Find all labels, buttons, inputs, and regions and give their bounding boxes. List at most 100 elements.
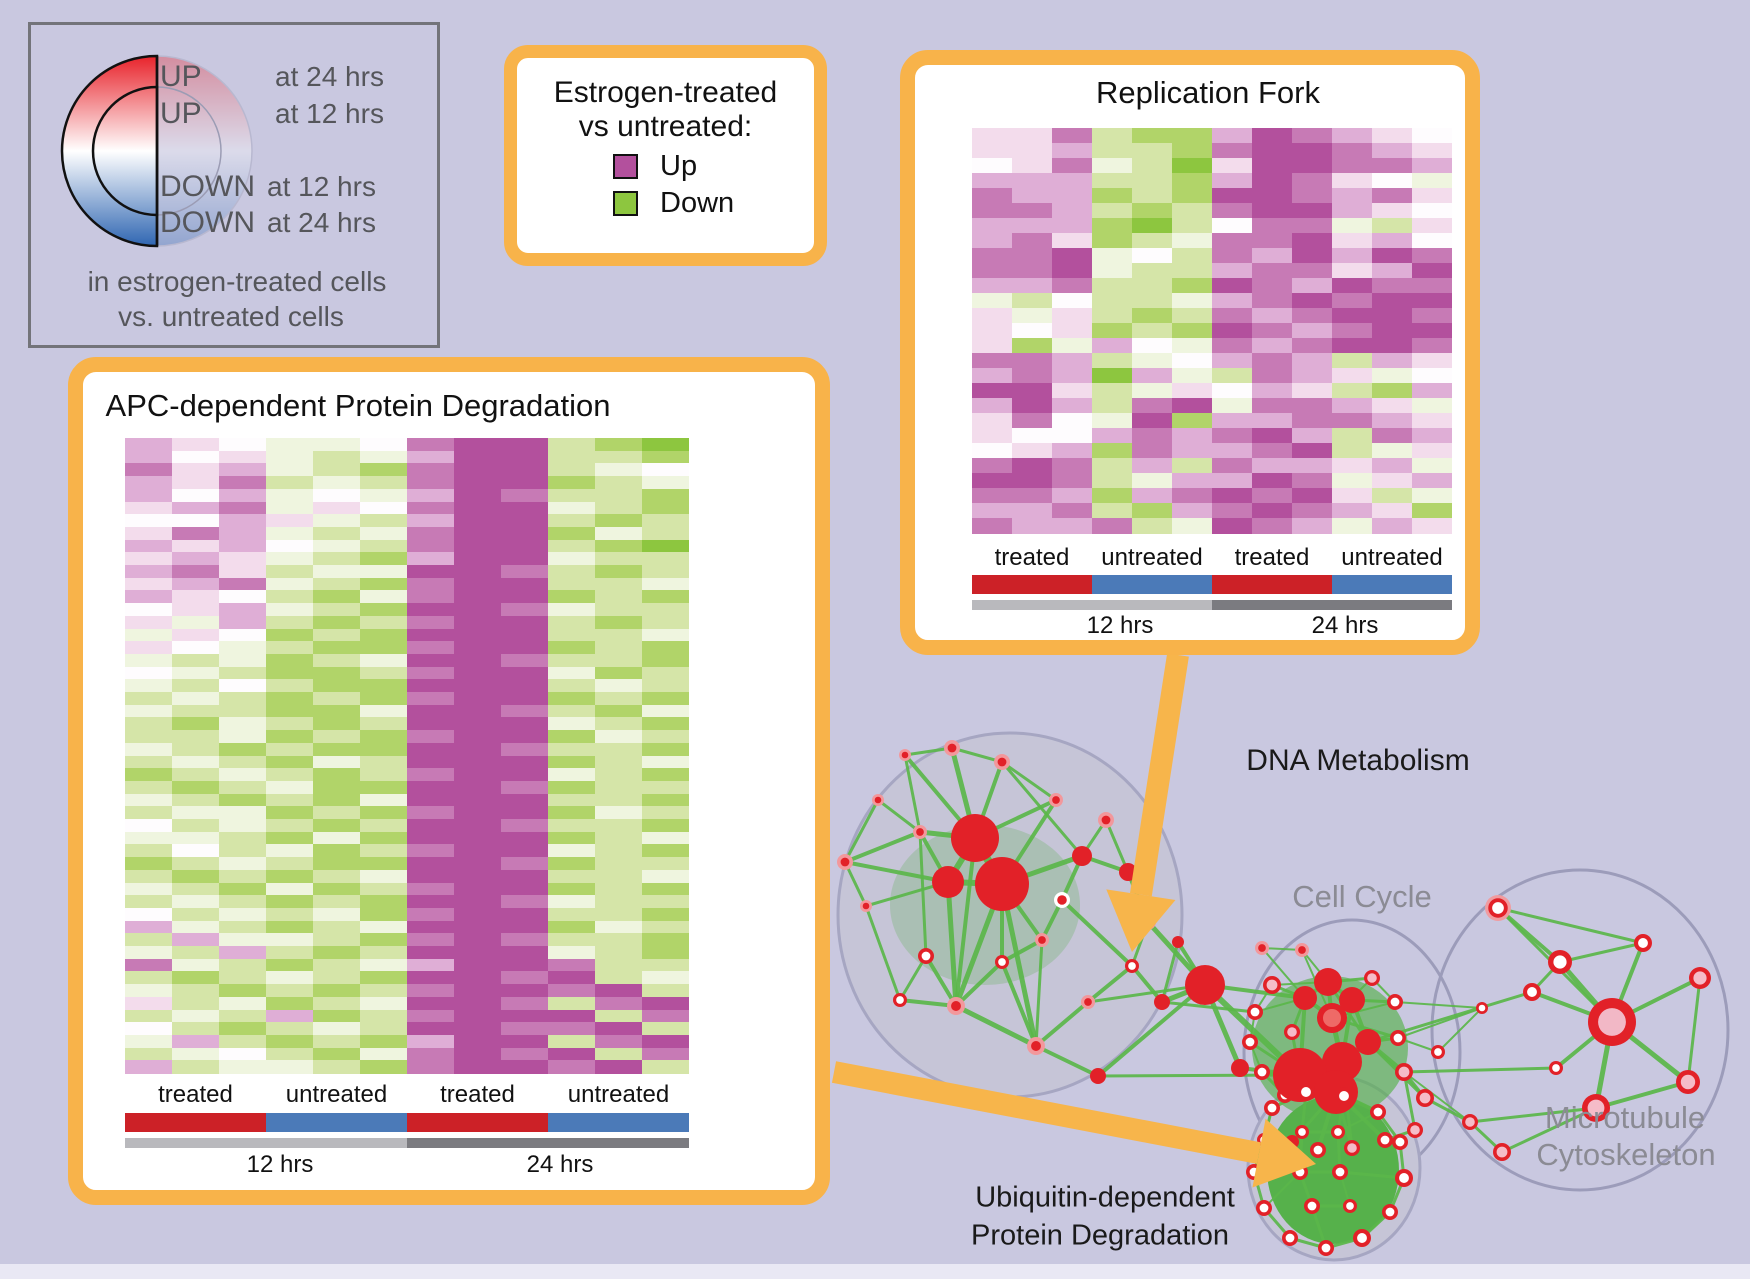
heatmap-cell xyxy=(313,692,360,706)
heatmap-cell xyxy=(595,526,642,541)
heatmap-cell xyxy=(125,768,172,782)
heatmap-cell xyxy=(501,1034,548,1049)
heatmap-cell xyxy=(407,438,454,452)
gene-node-dna-8 xyxy=(975,857,1029,911)
panel-title-apc: APC-dependent Protein Degradation xyxy=(105,388,611,423)
heatmap-cell xyxy=(125,565,172,579)
heatmap-cell xyxy=(313,742,360,757)
heatmap-cell xyxy=(172,730,219,744)
heatmap-cell xyxy=(595,882,642,896)
heatmap-cell xyxy=(1332,413,1372,429)
heatmap-cell xyxy=(219,1060,266,1074)
heatmap-cell xyxy=(125,679,172,693)
heatmap-cell xyxy=(1332,173,1372,189)
heatmap-cell xyxy=(972,413,1012,429)
heatmap-cell xyxy=(1012,158,1052,174)
heatmap-cell xyxy=(266,831,313,845)
heatmap-cell xyxy=(219,768,266,782)
heatmap-cell xyxy=(360,730,407,744)
heatmap-cell xyxy=(1052,323,1092,339)
heatmap-cell xyxy=(1092,443,1132,459)
heatmap-cell xyxy=(360,882,407,896)
gene-node-cc-11 xyxy=(1339,987,1365,1013)
heatmap-cell xyxy=(595,539,642,553)
heatmap-cell xyxy=(172,984,219,998)
heatmap-cell xyxy=(219,679,266,693)
heatmap-cell xyxy=(313,1009,360,1023)
heatmap-cell xyxy=(172,450,219,464)
heatmap-cell xyxy=(1412,383,1452,399)
heatmap-cell xyxy=(501,996,548,1011)
heatmap-cell xyxy=(595,1009,642,1023)
heatmap-cell xyxy=(1412,323,1452,339)
key-up-12-big: UP xyxy=(160,97,202,130)
heatmap-cell xyxy=(454,895,501,909)
heatmap-cell xyxy=(313,946,360,960)
heatmap-cell xyxy=(1332,368,1372,384)
heatmap-cell xyxy=(642,971,689,985)
heatmap-cell xyxy=(548,526,595,541)
heatmap-cell xyxy=(266,438,313,452)
heatmap-cell xyxy=(454,565,501,579)
heatmap-cell xyxy=(266,552,313,566)
heatmap-cell xyxy=(501,692,548,706)
time-bar-replication-0 xyxy=(972,600,1212,610)
heatmap-cell xyxy=(219,831,266,845)
heatmap-cell xyxy=(501,539,548,553)
heatmap-cell xyxy=(360,653,407,668)
heatmap-cell xyxy=(595,806,642,820)
heatmap-cell xyxy=(454,819,501,833)
heatmap-cell xyxy=(266,692,313,706)
heatmap-cell xyxy=(219,958,266,972)
heatmap-cell xyxy=(407,641,454,655)
network-label-2: Microtubule xyxy=(1544,1100,1706,1135)
heatmap-cell xyxy=(548,1009,595,1023)
heatmap-cell xyxy=(595,819,642,833)
heatmap-cell xyxy=(172,806,219,820)
heatmap-cell xyxy=(360,768,407,782)
heatmap-cell xyxy=(501,933,548,947)
heatmap-cell xyxy=(595,679,642,693)
heatmap-cell xyxy=(1412,173,1452,189)
heatmap-cell xyxy=(642,933,689,947)
heatmap-cell xyxy=(1172,368,1212,384)
heatmap-cell xyxy=(454,933,501,947)
heatmap-cell xyxy=(1412,443,1452,459)
heatmap-cell xyxy=(1292,473,1332,489)
heatmap-cell xyxy=(548,1047,595,1061)
heatmap-cell xyxy=(1412,308,1452,324)
heatmap-cell xyxy=(1132,143,1172,159)
heatmap-cell xyxy=(219,552,266,566)
heatmap-cell xyxy=(1412,488,1452,504)
treatment-bar-apc-0 xyxy=(125,1113,266,1132)
heatmap-cell xyxy=(313,895,360,909)
heatmap-cell xyxy=(172,882,219,896)
heatmap-cell xyxy=(501,895,548,909)
heatmap-cell xyxy=(1012,263,1052,279)
heatmap-cell xyxy=(501,565,548,579)
heatmap-cell xyxy=(313,628,360,642)
key-down-24-time: at 24 hrs xyxy=(267,207,376,238)
heatmap-cell xyxy=(1132,128,1172,144)
heatmap-cell xyxy=(266,958,313,972)
heatmap-cell xyxy=(313,1047,360,1061)
heatmap-cell xyxy=(313,1034,360,1049)
heatmap-cell xyxy=(313,539,360,553)
heatmap-cell xyxy=(642,463,689,477)
heatmap-cell xyxy=(972,248,1012,264)
heatmap-cell xyxy=(1292,188,1332,204)
heatmap-cell xyxy=(1172,203,1212,219)
heatmap-cell xyxy=(360,514,407,528)
heatmap-cell xyxy=(407,857,454,871)
heatmap-cell xyxy=(266,755,313,769)
heatmap-cell xyxy=(219,603,266,617)
heatmap-cell xyxy=(501,958,548,972)
time-label-replication-0: 12 hrs xyxy=(1086,612,1154,639)
heatmap-cell xyxy=(548,514,595,528)
heatmap-cell xyxy=(454,793,501,807)
heatmap-cell xyxy=(548,717,595,731)
heatmap-cell xyxy=(313,463,360,477)
gene-node-dna-9 xyxy=(932,866,964,898)
heatmap-cell xyxy=(407,946,454,960)
heatmap-cell xyxy=(1212,428,1252,444)
